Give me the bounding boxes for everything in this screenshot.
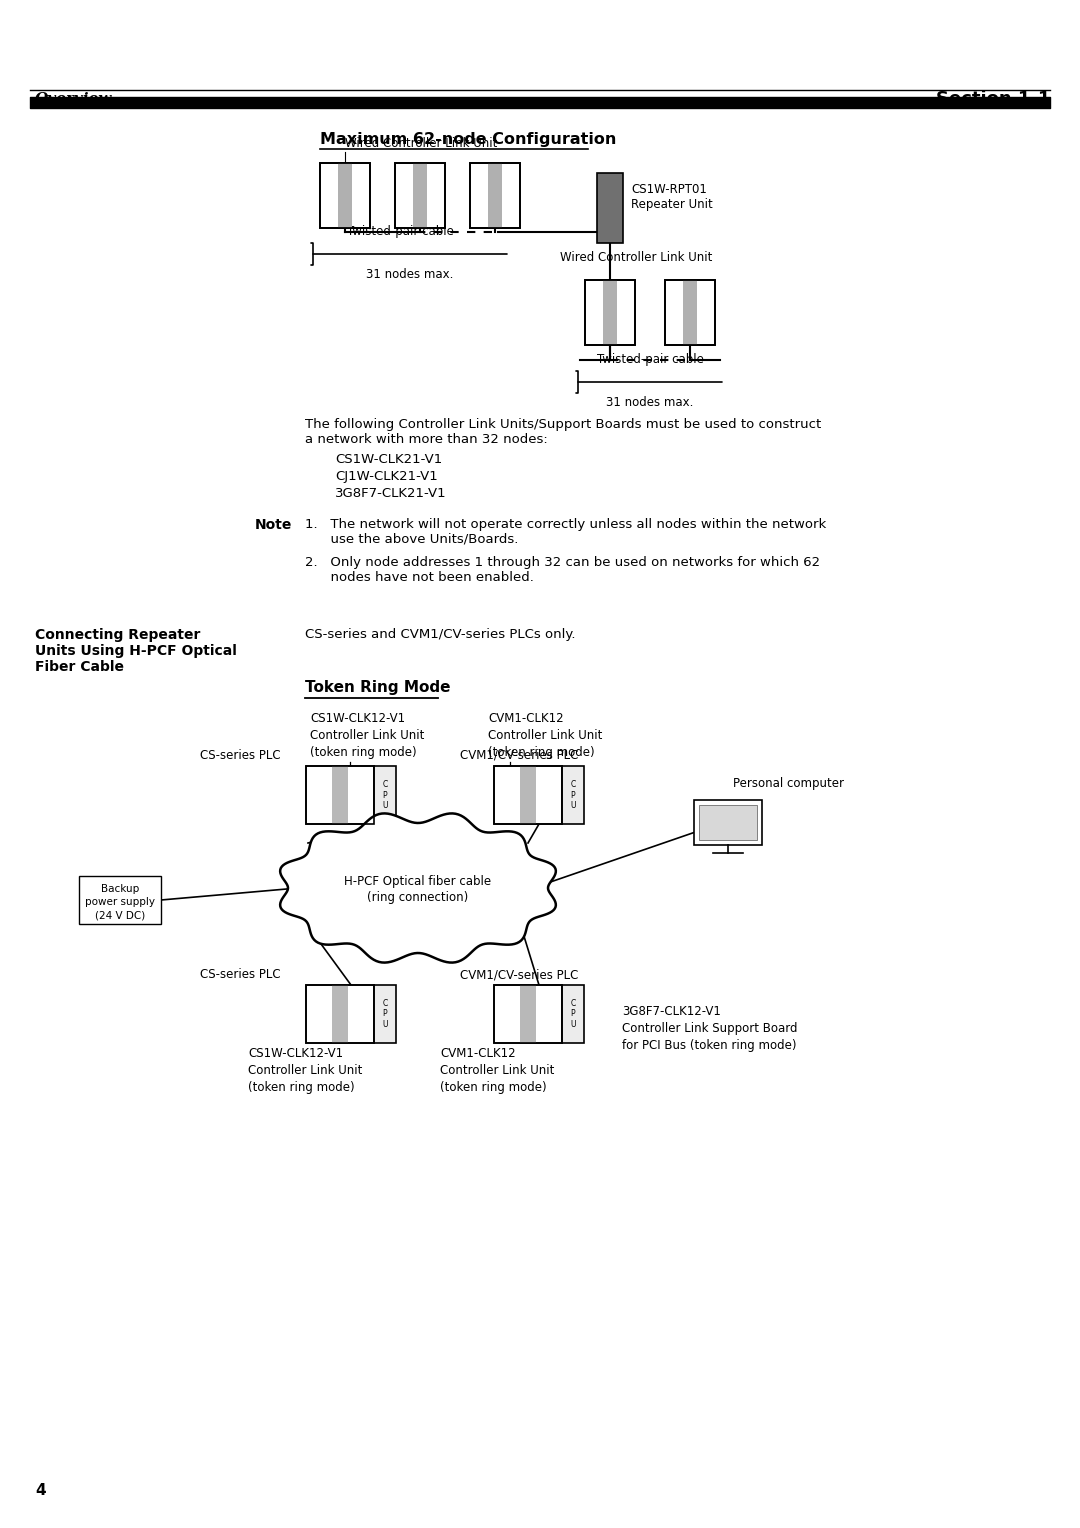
Text: (ring connection): (ring connection) [367,891,469,905]
Text: The following Controller Link Units/Support Boards must be used to construct: The following Controller Link Units/Supp… [305,419,821,431]
Text: Note: Note [255,518,293,532]
Text: C
P
U: C P U [382,999,388,1028]
Text: CVM1-CLK12
Controller Link Unit
(token ring mode): CVM1-CLK12 Controller Link Unit (token r… [488,712,603,759]
Text: Fiber Cable: Fiber Cable [35,660,124,674]
Text: nodes have not been enabled.: nodes have not been enabled. [305,571,534,584]
Bar [306,766,374,824]
Bar [395,163,445,228]
Bar [470,163,519,228]
Text: Wired Controller Link Unit: Wired Controller Link Unit [345,138,498,150]
Bar [395,163,445,228]
Text: CS-series and CVM1/CV-series PLCs only.: CS-series and CVM1/CV-series PLCs only. [305,628,576,642]
Text: CVM1/CV-series PLC: CVM1/CV-series PLC [460,969,579,981]
Bar [306,986,374,1044]
Bar [694,801,762,845]
Text: CVM1-CLK12
Controller Link Unit
(token ring mode): CVM1-CLK12 Controller Link Unit (token r… [440,1047,554,1094]
Text: Wired Controller Link Unit: Wired Controller Link Unit [561,251,713,264]
Bar [306,986,374,1044]
Bar [494,766,562,824]
Bar [562,986,584,1044]
Text: use the above Units/Boards.: use the above Units/Boards. [305,533,518,545]
Bar [597,173,623,243]
Text: CS1W-CLK12-V1
Controller Link Unit
(token ring mode): CS1W-CLK12-V1 Controller Link Unit (toke… [310,712,424,759]
Text: C
P
U: C P U [382,781,388,810]
Text: Token Ring Mode: Token Ring Mode [305,680,450,695]
Text: CS-series PLC: CS-series PLC [200,969,281,981]
Text: Twisted-pair cable: Twisted-pair cable [347,225,454,238]
Bar [665,280,715,345]
Text: CJ1W-CLK21-V1: CJ1W-CLK21-V1 [335,471,437,483]
Bar [562,766,584,824]
Text: 3G8F7-CLK21-V1: 3G8F7-CLK21-V1 [335,487,447,500]
Polygon shape [280,813,556,963]
Bar [338,163,352,228]
Text: Connecting Repeater: Connecting Repeater [35,628,201,642]
Text: C
P
U: C P U [570,999,576,1028]
Text: CS1W-CLK12-V1
Controller Link Unit
(token ring mode): CS1W-CLK12-V1 Controller Link Unit (toke… [248,1047,363,1094]
Text: Overview: Overview [35,92,112,105]
Text: H-PCF Optical fiber cable: H-PCF Optical fiber cable [345,874,491,888]
Bar [665,280,715,345]
Bar [470,163,519,228]
Text: Personal computer: Personal computer [733,778,843,790]
Text: CVM1/CV-series PLC: CVM1/CV-series PLC [460,749,579,762]
Bar [585,280,635,345]
Bar [320,163,370,228]
Bar [306,766,374,824]
Text: a network with more than 32 nodes:: a network with more than 32 nodes: [305,432,548,446]
Bar [320,163,370,228]
Text: 1.   The network will not operate correctly unless all nodes within the network: 1. The network will not operate correctl… [305,518,826,532]
Text: Backup
power supply
(24 V DC): Backup power supply (24 V DC) [85,883,156,920]
Text: 31 nodes max.: 31 nodes max. [366,267,454,281]
Text: CS-series PLC: CS-series PLC [200,749,281,762]
Text: Maximum 62-node Configuration: Maximum 62-node Configuration [320,131,617,147]
Bar [603,280,617,345]
Bar [494,986,562,1044]
Text: Units Using H-PCF Optical: Units Using H-PCF Optical [35,643,237,659]
Text: 31 nodes max.: 31 nodes max. [606,396,693,410]
Text: CS1W-CLK21-V1: CS1W-CLK21-V1 [335,452,442,466]
Bar [488,163,502,228]
Bar [79,876,161,924]
Bar [374,986,396,1044]
Text: Twisted-pair cable: Twisted-pair cable [596,353,703,367]
Text: 2.   Only node addresses 1 through 32 can be used on networks for which 62: 2. Only node addresses 1 through 32 can … [305,556,820,568]
Text: Section 1-1: Section 1-1 [935,90,1050,108]
Bar [332,766,348,824]
Bar [494,986,562,1044]
Bar [519,766,536,824]
Bar [699,805,757,840]
Text: 4: 4 [35,1484,45,1497]
Text: C
P
U: C P U [570,781,576,810]
Text: 3G8F7-CLK12-V1
Controller Link Support Board
for PCI Bus (token ring mode): 3G8F7-CLK12-V1 Controller Link Support B… [622,1005,797,1051]
Text: CS1W-RPT01
Repeater Unit: CS1W-RPT01 Repeater Unit [631,183,713,211]
Bar [683,280,697,345]
Bar [413,163,427,228]
Bar [494,766,562,824]
Bar [332,986,348,1044]
Bar [374,766,396,824]
Bar [519,986,536,1044]
Bar [585,280,635,345]
